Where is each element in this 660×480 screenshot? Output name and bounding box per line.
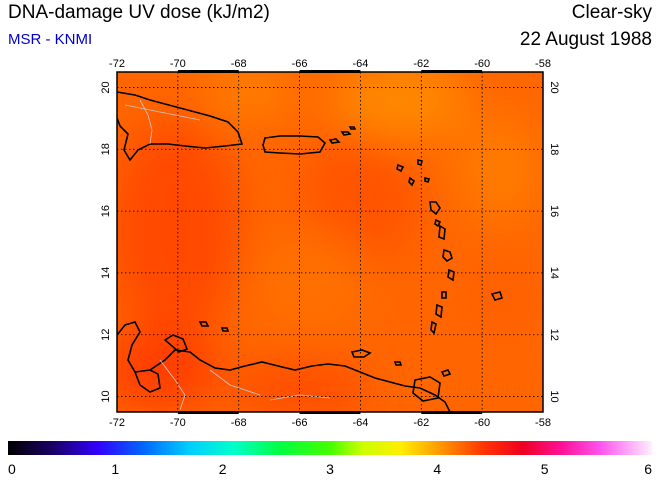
lon-tick-label: -66 — [292, 58, 308, 70]
lat-ticks-left: 10 12 14 16 18 20 — [100, 81, 112, 402]
colorbar-label: 4 — [433, 461, 441, 477]
colorbar-label: 1 — [111, 461, 119, 477]
lon-tick-label: -72 — [109, 417, 125, 429]
lon-tick-label: -70 — [170, 417, 186, 429]
lat-tick-label: 20 — [100, 81, 112, 93]
sky-condition: Clear-sky — [571, 2, 652, 23]
lon-tick-label: -60 — [474, 417, 490, 429]
uv-field — [117, 72, 543, 412]
lon-tick-label: -68 — [231, 417, 247, 429]
lat-tick-label: 18 — [548, 143, 560, 155]
lon-tick-label: -72 — [109, 58, 125, 70]
frame-segment — [299, 411, 361, 414]
lat-tick-label: 10 — [548, 390, 560, 402]
coastline-lake-maracaibo — [134, 369, 161, 393]
lat-tick-label: 14 — [100, 267, 112, 279]
coastline-paraguana — [163, 321, 230, 353]
lon-tick-label: -66 — [292, 417, 308, 429]
frame-segment — [299, 70, 361, 73]
lon-tick-label: -64 — [352, 417, 368, 429]
lon-tick-label: -60 — [474, 58, 490, 70]
source-credit: MSR - KNMI — [8, 31, 93, 48]
lon-tick-label: -58 — [535, 58, 551, 70]
lon-tick-label: -68 — [231, 58, 247, 70]
lon-tick-label: -58 — [535, 417, 551, 429]
colorbar-label: 5 — [541, 461, 549, 477]
lat-tick-label: 12 — [100, 329, 112, 341]
colorbar-label: 3 — [326, 461, 334, 477]
lon-tick-label: -64 — [352, 58, 368, 70]
map-title: DNA-damage UV dose (kJ/m2) — [8, 2, 270, 23]
coastline-south-america — [117, 321, 451, 412]
lon-tick-label: -62 — [413, 417, 429, 429]
graticule — [117, 72, 543, 412]
colorbar-labels: 0 1 2 3 4 5 6 — [8, 461, 652, 477]
lat-tick-label: 12 — [548, 329, 560, 341]
coastline-margarita — [350, 349, 403, 366]
lon-ticks-bottom: -72 -70 -68 -66 -64 -62 -60 -58 — [109, 417, 551, 429]
lon-tick-label: -62 — [413, 58, 429, 70]
lat-ticks-right: 10 12 14 16 18 20 — [548, 81, 560, 402]
colorbar-label: 0 — [8, 461, 16, 477]
country-borders — [124, 99, 331, 411]
coastline-virgin-islands — [328, 126, 357, 144]
coastline-puerto-rico — [262, 135, 327, 155]
lat-tick-label: 16 — [100, 205, 112, 217]
lat-tick-label: 14 — [548, 267, 560, 279]
lat-tick-label: 18 — [100, 143, 112, 155]
frame-segment — [177, 411, 239, 414]
coastline-hispaniola — [117, 91, 244, 162]
colorbar-label: 6 — [644, 461, 652, 477]
coastline-trinidad — [412, 369, 452, 402]
lat-tick-label: 10 — [100, 390, 112, 402]
colorbar — [8, 441, 652, 455]
lon-ticks-top: -72 -70 -68 -66 -64 -62 -60 -58 — [109, 58, 551, 70]
lat-tick-label: 16 — [548, 205, 560, 217]
frame-segment — [421, 70, 483, 73]
colorbar-label: 2 — [219, 461, 227, 477]
frame-segment — [177, 70, 239, 73]
lat-tick-label: 20 — [548, 81, 560, 93]
frame-segment — [421, 411, 483, 414]
frame-ticks — [177, 70, 483, 414]
lon-tick-label: -70 — [170, 58, 186, 70]
map-date: 22 August 1988 — [519, 29, 652, 50]
